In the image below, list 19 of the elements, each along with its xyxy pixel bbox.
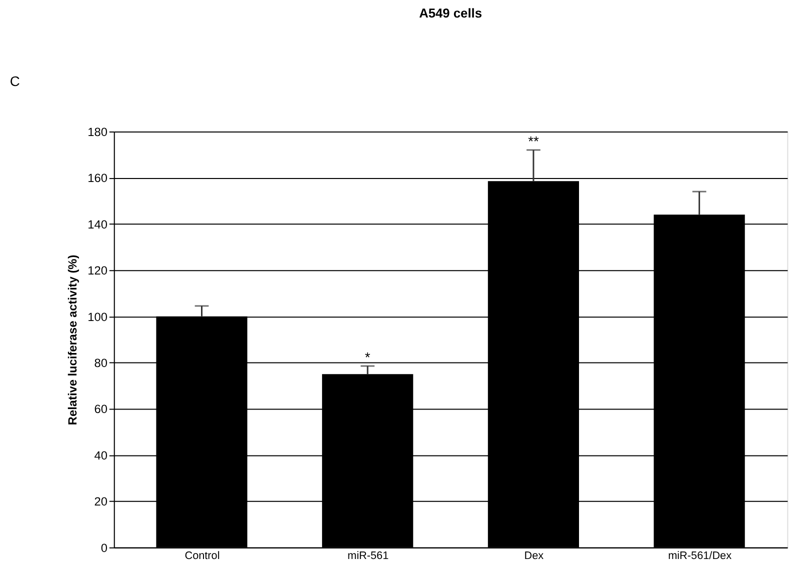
text: C bbox=[10, 72, 20, 89]
y-axis-title: Relative luciferase activity (%) bbox=[66, 254, 80, 426]
y-tick-label: 40 bbox=[94, 448, 108, 462]
annotation: * bbox=[364, 349, 371, 366]
y-tick-label: 100 bbox=[88, 310, 108, 324]
y-tick-label: 60 bbox=[94, 402, 108, 416]
x-tick-label: Control bbox=[184, 550, 220, 562]
y-tick-label: 180 bbox=[88, 124, 108, 139]
y-tick-label: 160 bbox=[88, 171, 108, 186]
y-tick-label: 120 bbox=[88, 264, 108, 278]
x-tick-label: miR-561 bbox=[348, 550, 389, 562]
y-tick-label: 80 bbox=[94, 356, 108, 370]
y-tick-label: 140 bbox=[88, 217, 108, 232]
chart-title: A549 cells bbox=[419, 6, 482, 21]
x-tick-label: miR-561/Dex bbox=[668, 550, 732, 562]
y-tick-label: 20 bbox=[94, 494, 108, 509]
x-tick-label: Dex bbox=[524, 550, 544, 562]
annotation: ** bbox=[528, 133, 540, 150]
y-tick-label: 0 bbox=[100, 540, 108, 555]
